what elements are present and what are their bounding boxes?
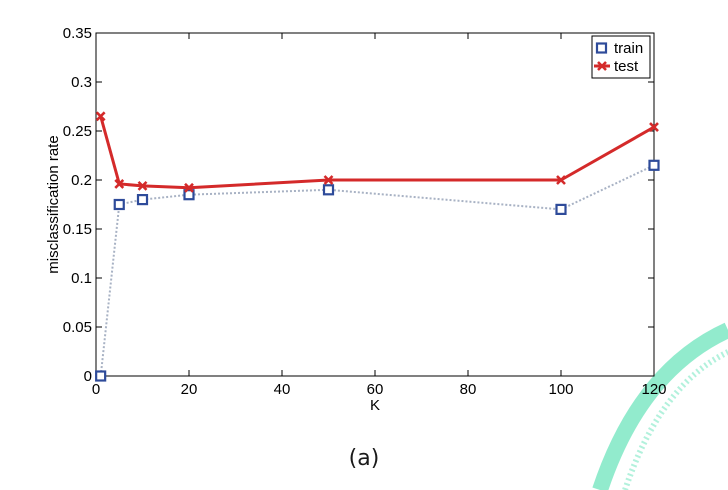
data-point-test: [323, 175, 334, 185]
data-point-test: [649, 122, 659, 132]
data-point-test: [137, 180, 148, 191]
marker-stroke: [323, 175, 334, 185]
x-tick-label: 0: [92, 381, 100, 398]
legend-label-train: train: [614, 40, 643, 57]
data-point-train: [322, 184, 335, 196]
y-tick-label: 0.3: [71, 74, 92, 91]
y-tick-label: 0.15: [63, 221, 92, 238]
x-tick-label: 20: [181, 381, 198, 398]
y-tick-label: 0.35: [63, 25, 92, 42]
legend-swatch-train: [595, 42, 608, 54]
x-tick-label: 80: [460, 381, 477, 398]
y-axis-label: misclassification rate: [45, 135, 62, 273]
y-tick-label: 0: [84, 368, 92, 385]
data-point-test: [556, 175, 566, 185]
data-point-test: [184, 182, 194, 193]
decorative-arc: [592, 322, 728, 490]
legend-label-test: test: [614, 58, 639, 75]
marker-stroke: [649, 122, 659, 132]
x-tick-label: 60: [367, 381, 384, 398]
data-point-test: [95, 111, 106, 122]
data-point-train: [555, 203, 567, 215]
x-tick-label: 100: [548, 381, 573, 398]
x-axis-label: K: [370, 397, 380, 414]
x-tick-label: 120: [641, 381, 666, 398]
marker-stroke: [95, 111, 106, 122]
data-point-train: [113, 198, 125, 211]
plot-frame: [95, 32, 655, 377]
decorative-arc-band: [592, 322, 728, 490]
marker-stroke: [114, 179, 125, 189]
y-tick-label: 0.25: [63, 123, 92, 140]
data-point-train: [648, 159, 660, 171]
y-tick-label: 0.2: [71, 172, 92, 189]
data-point-train: [95, 370, 107, 382]
marker-stroke: [556, 175, 566, 185]
data-point-test: [114, 179, 125, 189]
x-tick-label: 40: [274, 381, 291, 398]
data-point-train: [136, 194, 149, 206]
y-tick-label: 0.1: [71, 270, 92, 287]
marker-stroke: [184, 182, 194, 193]
y-tick-label: 0.05: [63, 319, 92, 336]
legend-swatch-test-b: [597, 61, 607, 71]
series-line-test: [99, 115, 655, 190]
figure-caption: (a): [348, 446, 380, 471]
data-point-train: [183, 189, 195, 201]
marker-stroke: [137, 180, 148, 191]
plot-area: 0 20 40 60 80 100 120 0 0.05 0.1 0.15 0.2 0.25 0.3 0.3…: [63, 25, 667, 398]
decorative-arc-ticks: [622, 349, 728, 490]
